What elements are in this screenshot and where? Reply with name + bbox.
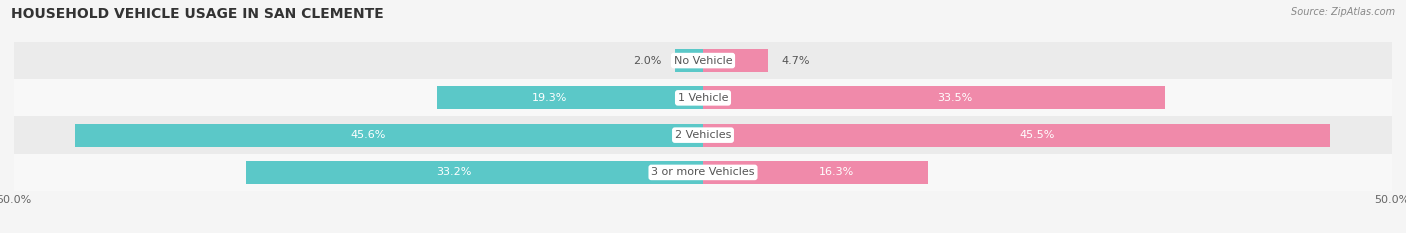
Text: 16.3%: 16.3% <box>818 168 853 177</box>
Bar <box>75 123 703 147</box>
Text: 19.3%: 19.3% <box>531 93 567 103</box>
Text: 45.6%: 45.6% <box>350 130 385 140</box>
Bar <box>675 49 703 72</box>
Text: 33.5%: 33.5% <box>936 93 972 103</box>
Bar <box>14 154 1392 191</box>
Text: HOUSEHOLD VEHICLE USAGE IN SAN CLEMENTE: HOUSEHOLD VEHICLE USAGE IN SAN CLEMENTE <box>11 7 384 21</box>
Text: Source: ZipAtlas.com: Source: ZipAtlas.com <box>1291 7 1395 17</box>
Text: 2.0%: 2.0% <box>633 56 662 65</box>
Text: 1 Vehicle: 1 Vehicle <box>678 93 728 103</box>
Bar <box>703 161 928 184</box>
Text: 2 Vehicles: 2 Vehicles <box>675 130 731 140</box>
Bar <box>703 123 1330 147</box>
Bar <box>14 116 1392 154</box>
Bar <box>703 86 1164 110</box>
Bar <box>246 161 703 184</box>
Text: 4.7%: 4.7% <box>782 56 810 65</box>
Bar <box>14 79 1392 116</box>
Bar <box>703 49 768 72</box>
Text: 3 or more Vehicles: 3 or more Vehicles <box>651 168 755 177</box>
Text: 33.2%: 33.2% <box>436 168 471 177</box>
Bar <box>437 86 703 110</box>
Text: No Vehicle: No Vehicle <box>673 56 733 65</box>
Text: 45.5%: 45.5% <box>1019 130 1054 140</box>
Bar <box>14 42 1392 79</box>
